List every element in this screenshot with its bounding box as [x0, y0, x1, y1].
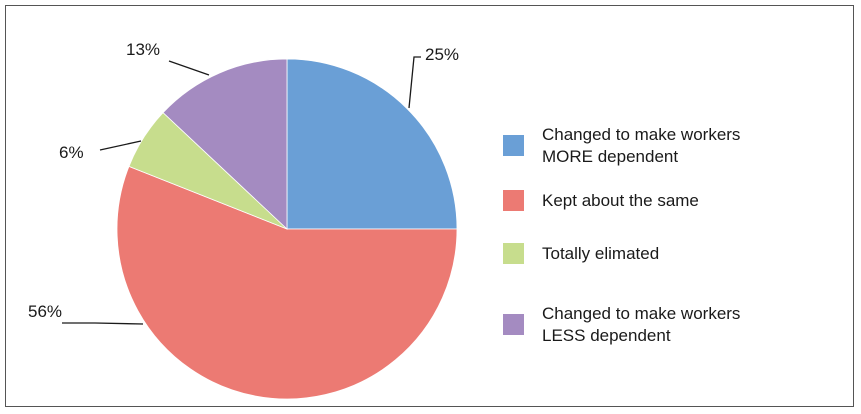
- data-label-4: 13%: [126, 40, 160, 59]
- data-label-2: 56%: [28, 302, 62, 321]
- data-labels: 25% 56% 6% 13%: [28, 40, 459, 321]
- legend-swatch-4: [503, 314, 524, 335]
- legend-swatch-1: [503, 135, 524, 156]
- leader-lines: [62, 56, 421, 325]
- data-label-1: 25%: [425, 45, 459, 64]
- data-label-3: 6%: [59, 143, 84, 162]
- legend-label-3: Totally elimated: [542, 244, 659, 263]
- leader-line-3: [99, 140, 142, 151]
- legend-label-4: Changed to make workers LESS dependent: [542, 304, 740, 345]
- pie-slice-1: [286, 58, 458, 230]
- legend-swatch-2: [503, 190, 524, 211]
- legend-label-1: Changed to make workers MORE dependent: [542, 125, 740, 166]
- leader-line-4: [168, 60, 210, 76]
- legend: Changed to make workers MORE dependent Kep…: [503, 125, 740, 345]
- legend-label-2: Kept about the same: [542, 191, 699, 210]
- pie-slices: [116, 58, 458, 400]
- pie-slice-4: [162, 58, 288, 230]
- leader-line-2: [62, 322, 144, 325]
- legend-swatch-3: [503, 243, 524, 264]
- leader-line-1: [408, 56, 421, 109]
- pie-slice-2: [116, 165, 458, 400]
